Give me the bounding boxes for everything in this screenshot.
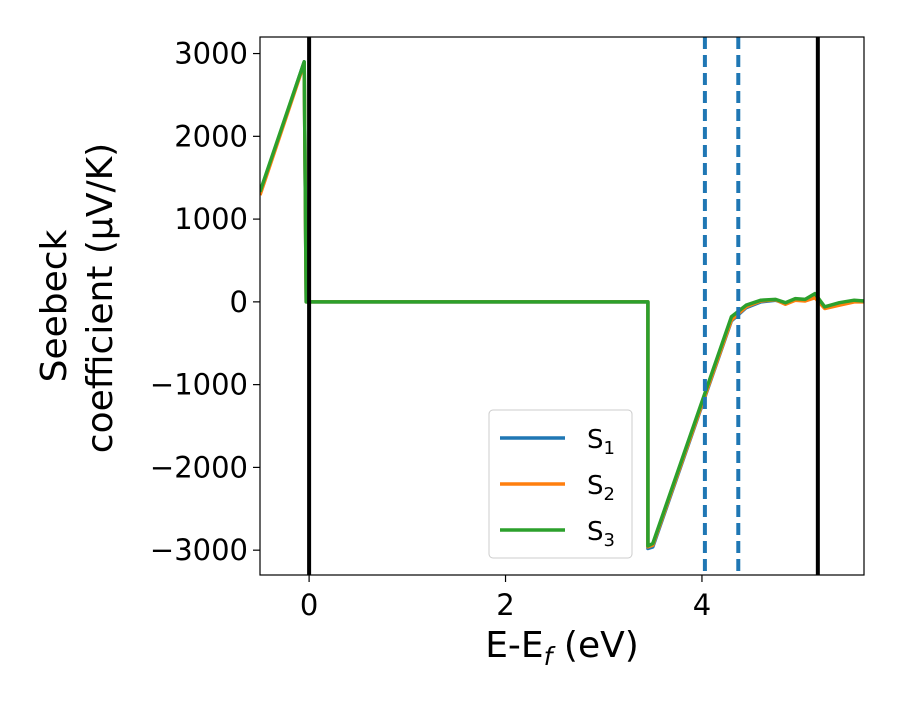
x-tick-label: 2 [496,588,514,622]
y-tick-label: 0 [230,285,248,319]
y-axis-ticks: 3000 2000 1000 0 −1000 −2000 −3000 [150,37,260,567]
y-tick-label: −2000 [150,450,248,484]
vertical-lines-layer [307,37,820,575]
legend: S1 S2 S3 [488,409,633,559]
series-layer [260,60,864,551]
y-tick-label: 2000 [174,119,248,153]
x-tick-label: 4 [693,588,711,622]
y-tick-label: 1000 [174,202,248,236]
x-tick-label: 0 [300,588,318,622]
y-axis-label-line1: Seebeck [34,229,75,382]
legend-label-s2: S2 [587,471,615,505]
series-line-s3 [260,60,864,548]
legend-label-s3: S3 [587,517,615,551]
y-tick-label: 3000 [174,37,248,71]
x-axis-label-rest: (eV) [552,625,638,666]
x-axis-label-base: E-E [485,625,543,666]
legend-label-s1: S1 [587,425,615,459]
plot-frame [259,36,865,576]
y-axis-label-line2: coefficient (μV/K) [80,143,121,453]
y-tick-label: −3000 [150,533,248,567]
y-tick-label: −1000 [150,368,248,402]
x-axis-ticks: 0 2 4 [300,575,711,622]
x-axis-label: E-Ef (eV) [485,625,639,671]
